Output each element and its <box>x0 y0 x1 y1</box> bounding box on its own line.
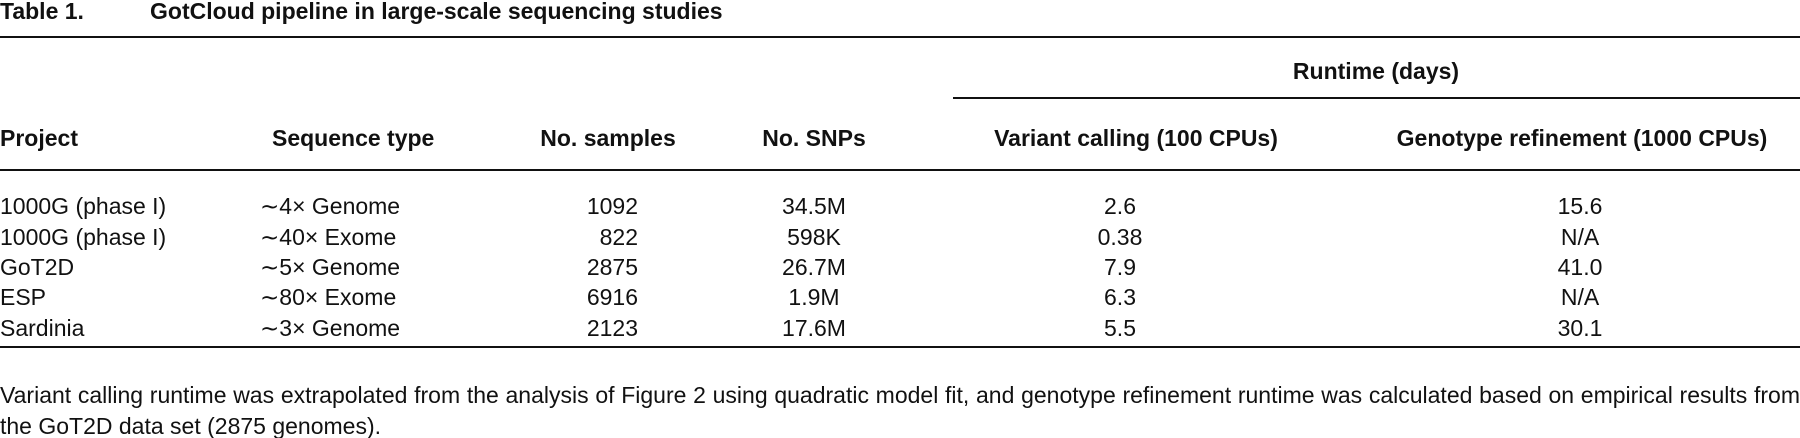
column-header: Variant calling (100 CPUs) <box>994 125 1278 151</box>
table-cell: 2875 <box>586 254 638 280</box>
table-cell: 26.7M <box>782 254 846 280</box>
column-header: Project <box>0 125 78 151</box>
table-cell: ∼80× Exome <box>260 284 397 310</box>
table-cell: 0.38 <box>1097 224 1143 250</box>
top-rule <box>0 36 1800 38</box>
table-cell: N/A <box>1560 284 1600 310</box>
bottom-rule <box>0 346 1800 348</box>
table-label: Table 1. <box>0 0 84 24</box>
table-cell: ∼4× Genome <box>260 193 401 219</box>
table-cell: 822 <box>599 224 638 250</box>
table-cell: 5.5 <box>1104 315 1136 341</box>
table-cell: 6916 <box>586 284 638 310</box>
table-cell: 17.6M <box>782 315 846 341</box>
table-cell: 2123 <box>586 315 638 341</box>
table-cell: 7.9 <box>1104 254 1136 280</box>
table-cell: N/A <box>1560 224 1600 250</box>
table-cell: 1000G (phase I) <box>0 193 167 219</box>
table-cell: 598K <box>787 224 841 250</box>
table-cell: 41.0 <box>1557 254 1603 280</box>
table-cell: 2.6 <box>1104 193 1136 219</box>
table-cell: 15.6 <box>1557 193 1603 219</box>
column-header: No. samples <box>540 125 676 151</box>
table-cell: ESP <box>0 284 47 310</box>
table-title: GotCloud pipeline in large-scale sequenc… <box>150 0 723 24</box>
table-cell: 34.5M <box>782 193 846 219</box>
column-header: No. SNPs <box>762 125 866 151</box>
table-cell: ∼3× Genome <box>260 315 401 341</box>
table-cell: GoT2D <box>0 254 75 280</box>
table-cell: 30.1 <box>1557 315 1603 341</box>
footnote: Variant calling runtime was extrapolated… <box>0 382 1800 438</box>
table-cell: ∼5× Genome <box>260 254 401 280</box>
group-header: Runtime (days) <box>1292 58 1460 84</box>
header-rule <box>0 169 1800 171</box>
table-cell: ∼40× Exome <box>260 224 397 250</box>
column-header: Genotype refinement (1000 CPUs) <box>1396 125 1768 151</box>
table-cell: 1092 <box>586 193 638 219</box>
column-header: Sequence type <box>272 125 435 151</box>
table-cell: 6.3 <box>1104 284 1136 310</box>
table-cell: 1.9M <box>788 284 840 310</box>
table-cell: Sardinia <box>0 315 85 341</box>
table-cell: 1000G (phase I) <box>0 224 167 250</box>
group-rule <box>953 97 1800 99</box>
